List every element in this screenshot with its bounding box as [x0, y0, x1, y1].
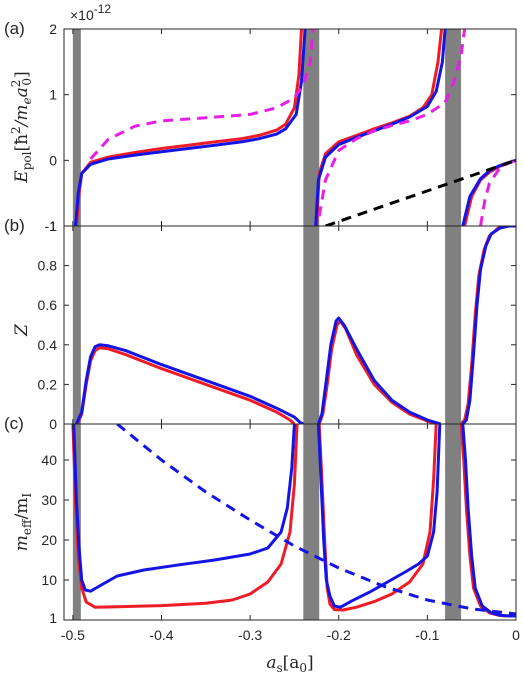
panel-frame — [63, 423, 517, 621]
xtick-label: -0.3 — [238, 627, 262, 643]
ytick-label: 0 — [49, 416, 57, 432]
axes — [63, 28, 517, 621]
band-1-1 — [303, 226, 320, 424]
ytick-label: -1 — [45, 218, 58, 234]
ylabel-a: Epol[ħ2/mea20] — [9, 71, 34, 183]
series-blue-solid-seg-0 — [75, 343, 305, 424]
series-red-solid-seg-0 — [74, 29, 303, 226]
labels: -10121(a)00.20.40.60.81(b)102030401(c)-0… — [4, 2, 520, 675]
ytick-label: 0 — [49, 152, 57, 168]
band-1-2 — [445, 226, 462, 424]
xtick-label: -0.4 — [149, 627, 173, 643]
scale-label: ×10-12 — [70, 2, 111, 23]
series-blue-solid-seg-0 — [74, 29, 307, 226]
series-red-solid-seg-0 — [71, 424, 299, 609]
xtick-label: -0.5 — [61, 627, 85, 643]
band-0-0 — [72, 29, 81, 226]
series-blue-solid-seg-2 — [461, 424, 516, 618]
series-blue-solid-seg-2 — [461, 226, 516, 424]
ytick-label: 0.2 — [38, 376, 58, 392]
series-red-solid-seg-0 — [75, 346, 296, 424]
panel-tag: (a) — [4, 19, 25, 38]
series-blue-solid-seg-1 — [316, 316, 442, 424]
series-magenta-dashed-seg-2 — [479, 158, 516, 226]
ytick-label: 40 — [41, 452, 57, 468]
curves — [71, 29, 516, 618]
ytick-label: 1 — [49, 218, 57, 234]
shaded-bands — [72, 29, 462, 620]
band-2-2 — [445, 424, 462, 620]
panel-tag: (b) — [4, 216, 25, 235]
xtick-label: -0.1 — [415, 627, 439, 643]
band-1-0 — [72, 226, 81, 424]
ytick-label: 2 — [49, 21, 57, 37]
series-blue-solid-seg-1 — [316, 424, 442, 609]
series-blue-solid-seg-1 — [314, 29, 447, 226]
ytick-label: 10 — [41, 572, 57, 588]
ytick-label: 1 — [49, 610, 57, 626]
xtick-label: -0.2 — [327, 627, 351, 643]
band-0-2 — [445, 29, 462, 226]
ytick-label: 30 — [41, 492, 57, 508]
ytick-label: 0.4 — [38, 337, 58, 353]
ytick-label: 1 — [49, 218, 57, 234]
series-red-solid-seg-1 — [317, 319, 437, 424]
ytick-label: 20 — [41, 532, 57, 548]
series-blue-solid-seg-0 — [72, 424, 296, 593]
ylabel-c: meff/mI — [12, 493, 34, 552]
series-red-solid-seg-1 — [317, 424, 438, 612]
ylabel-b: Z — [12, 323, 32, 337]
series-magenta-dashed-seg-1 — [317, 29, 467, 217]
ytick-label: 0.6 — [38, 297, 58, 313]
series-blue-dashed-seg-0 — [116, 424, 516, 616]
band-2-1 — [303, 424, 320, 620]
ytick-label: 1 — [49, 87, 57, 103]
panel-tag: (c) — [4, 414, 24, 433]
band-0-1 — [303, 29, 320, 226]
xtick-label: 0 — [512, 627, 520, 643]
series-black-dashed-seg-0 — [325, 158, 516, 226]
xlabel: as[a0] — [266, 653, 313, 675]
ytick-label: 0.8 — [38, 258, 58, 274]
series-magenta-dashed-seg-0 — [89, 29, 315, 161]
